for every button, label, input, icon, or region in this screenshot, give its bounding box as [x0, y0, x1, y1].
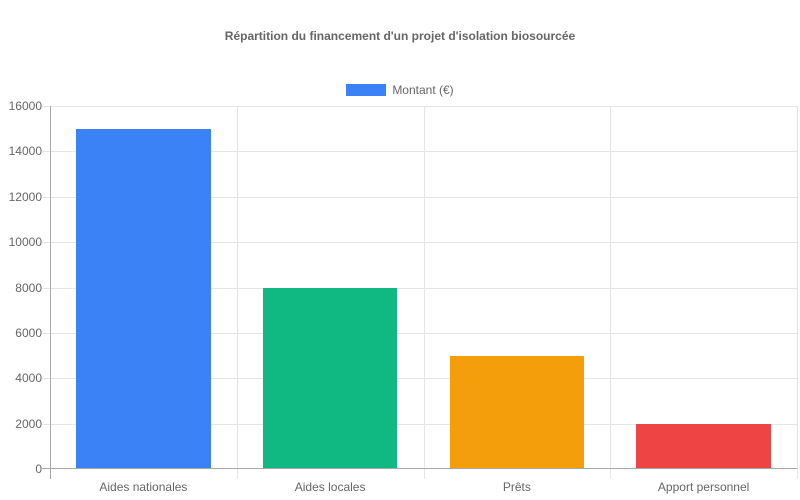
legend-swatch	[346, 84, 387, 96]
gridline-horizontal	[42, 242, 797, 244]
legend-label: Montant (€)	[392, 83, 454, 97]
gridline-horizontal	[42, 378, 797, 380]
gridline-vertical	[236, 106, 238, 479]
gridline-horizontal	[42, 423, 797, 425]
gridline-horizontal	[42, 332, 797, 334]
x-tick-label: Apport personnel	[657, 480, 750, 494]
gridline-horizontal	[42, 287, 797, 289]
x-tick-label: Aides nationales	[99, 480, 188, 494]
gridline-horizontal	[42, 106, 797, 107]
y-tick-label: 4000	[15, 371, 42, 386]
gridline-vertical	[423, 106, 425, 479]
gridline-vertical	[797, 106, 798, 479]
y-tick-label: 12000	[8, 189, 42, 204]
y-tick-label: 8000	[15, 280, 42, 295]
bar-aides-nationales[interactable]	[76, 128, 211, 469]
y-tick-label: 16000	[8, 99, 42, 113]
y-tick-label: 0	[35, 462, 42, 476]
chart-title: Répartition du financement d'un projet d…	[224, 29, 576, 43]
y-tick-label: 14000	[8, 144, 42, 159]
bar-aides-locales[interactable]	[262, 287, 398, 469]
y-tick-label: 10000	[8, 235, 42, 250]
x-tick-label: Prêts	[502, 480, 531, 494]
bar-apport-personnel[interactable]	[636, 423, 771, 469]
plot-area	[42, 106, 798, 479]
x-tick-label: Aides locales	[294, 480, 366, 494]
x-axis	[42, 468, 797, 469]
legend[interactable]: Montant (€)	[0, 83, 800, 97]
gridline-vertical	[610, 106, 612, 479]
gridline-horizontal	[42, 151, 797, 153]
gridline-horizontal	[42, 196, 797, 198]
bar-pr-ts[interactable]	[449, 355, 585, 469]
y-tick-label: 6000	[15, 325, 42, 340]
y-axis	[50, 106, 51, 479]
y-tick-label: 2000	[15, 416, 42, 431]
